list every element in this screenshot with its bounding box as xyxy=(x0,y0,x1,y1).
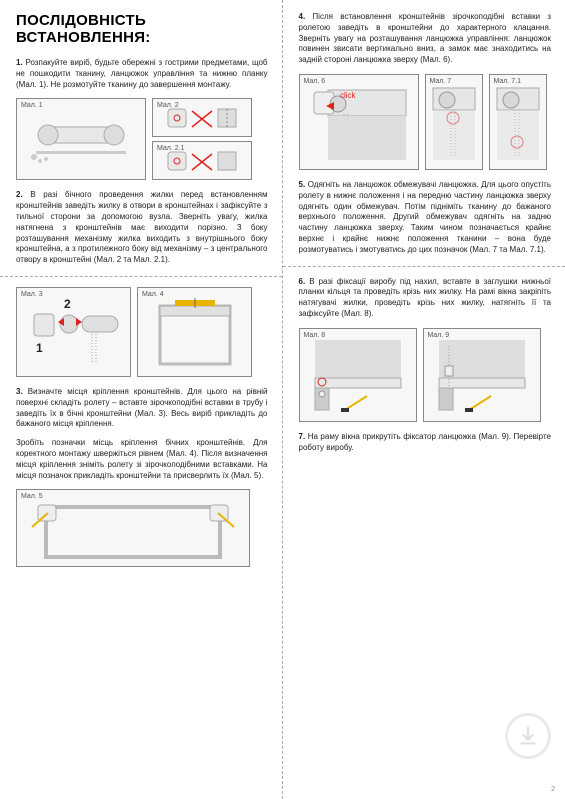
fig-label: Мал. 5 xyxy=(21,493,43,500)
fig-label: Мал. 7.1 xyxy=(494,78,522,85)
step-2: 2. В разі бічного проведення жилки перед… xyxy=(16,190,268,266)
fig-label: Мал. 6 xyxy=(304,78,326,85)
step-3a: 3. Визначте місця кріплення кронштейнів.… xyxy=(16,387,268,430)
step-7: 7. На раму вікна прикрутіть фіксатор лан… xyxy=(299,432,552,454)
step-4: 4. Після встановлення кронштейнів зірочк… xyxy=(299,12,552,66)
page-number: 2 xyxy=(551,786,555,793)
fig-label: Мал. 4 xyxy=(142,291,164,298)
fig-2: Мал. 2 xyxy=(152,98,252,137)
fig-label: Мал. 8 xyxy=(304,332,326,339)
step-3b: Зробіть позначки місць кріплення бічних … xyxy=(16,438,268,481)
svg-text:1: 1 xyxy=(36,341,43,355)
page-title: ПОСЛІДОВНІСТЬ ВСТАНОВЛЕННЯ: xyxy=(16,12,268,46)
separator xyxy=(283,266,565,267)
fig-label: Мал. 9 xyxy=(428,332,450,339)
step-6: 6. В разі фіксації виробу під нахил, вст… xyxy=(299,277,552,320)
fig-8: Мал. 8 xyxy=(299,328,417,422)
figrow-2: Мал. 3 1 2 Мал. 4 xyxy=(16,287,268,377)
click-label: click xyxy=(340,91,357,100)
fig-3: Мал. 3 1 2 xyxy=(16,287,131,377)
separator xyxy=(0,276,282,277)
fig-label: Мал. 7 xyxy=(430,78,452,85)
figrow-3: Мал. 5 xyxy=(16,489,268,567)
fig-label: Мал. 2 xyxy=(157,102,179,109)
figrow-4: Мал. 6 click Мал. 7 Мал. 7.1 xyxy=(299,74,552,170)
figrow-5: Мал. 8 Мал. 9 xyxy=(299,328,552,422)
figrow-1: Мал. 1 Мал. 2 Мал. 2.1 xyxy=(16,98,268,180)
fig-7: Мал. 7 xyxy=(425,74,483,170)
watermark-icon xyxy=(505,713,551,759)
fig-label: Мал. 3 xyxy=(21,291,43,298)
fig-6: Мал. 6 click xyxy=(299,74,419,170)
fig-label: Мал. 2.1 xyxy=(157,145,185,152)
step-5: 5. Одягніть на ланцюжок обмежувачі ланцю… xyxy=(299,180,552,256)
step-1: 1. Розпакуйте виріб, будьте обережні з г… xyxy=(16,58,268,90)
fig-5: Мал. 5 xyxy=(16,489,250,567)
fig-2-1: Мал. 2.1 xyxy=(152,141,252,180)
fig-1: Мал. 1 xyxy=(16,98,146,180)
fig-9: Мал. 9 xyxy=(423,328,541,422)
fig-label: Мал. 1 xyxy=(21,102,43,109)
fig-4: Мал. 4 xyxy=(137,287,252,377)
svg-text:2: 2 xyxy=(64,297,71,311)
fig-7-1: Мал. 7.1 xyxy=(489,74,547,170)
